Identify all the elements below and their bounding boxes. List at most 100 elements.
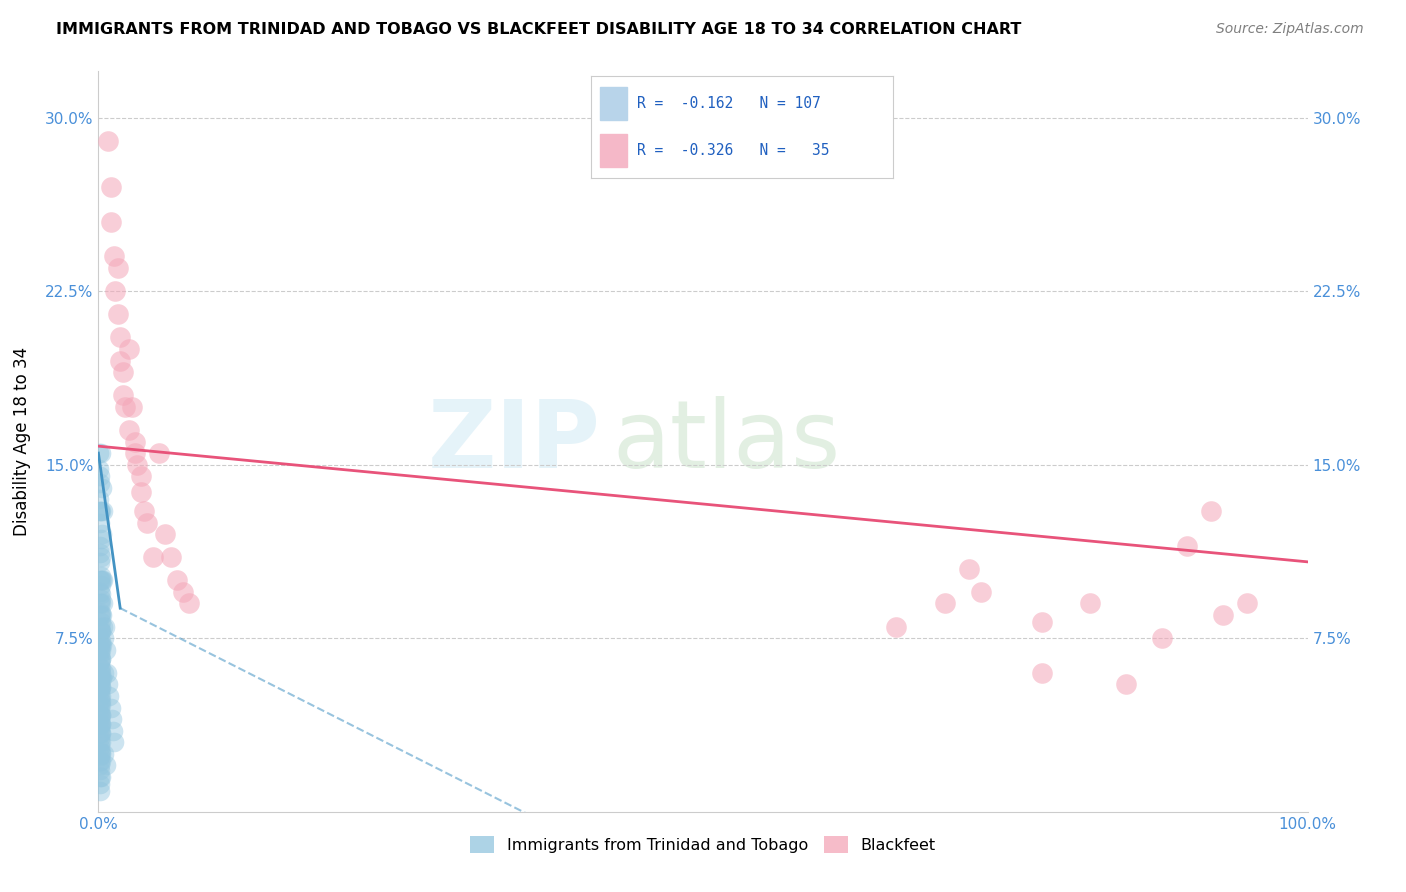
Point: [90, 707, 112, 722]
Point: [970, 585, 993, 599]
Point: [89, 758, 111, 772]
Point: [89, 735, 111, 749]
Point: [89, 638, 111, 652]
Point: [90, 665, 112, 680]
Point: [90, 615, 112, 629]
Point: [91, 504, 114, 518]
Point: [90, 597, 112, 611]
Point: [89, 661, 111, 675]
Point: [103, 250, 125, 264]
Point: [103, 735, 125, 749]
Point: [89, 574, 111, 588]
Point: [90, 689, 112, 703]
Point: [89, 754, 111, 768]
Point: [89, 608, 111, 623]
Point: [90, 606, 112, 620]
Point: [90, 735, 112, 749]
Point: [89, 492, 111, 507]
Point: [90, 591, 112, 606]
Point: [89, 739, 111, 754]
Point: [90, 661, 112, 675]
Point: [90, 587, 112, 601]
Point: [91, 619, 114, 633]
Point: [89, 671, 111, 685]
Point: [111, 365, 134, 379]
Text: Source: ZipAtlas.com: Source: ZipAtlas.com: [1216, 22, 1364, 37]
Point: [89, 763, 111, 777]
Point: [94, 758, 117, 772]
Point: [90, 747, 112, 761]
Point: [89, 665, 111, 680]
Point: [160, 550, 183, 565]
Text: IMMIGRANTS FROM TRINIDAD AND TOBAGO VS BLACKFEET DISABILITY AGE 18 TO 34 CORRELA: IMMIGRANTS FROM TRINIDAD AND TOBAGO VS B…: [56, 22, 1022, 37]
Point: [90, 578, 112, 592]
Point: [89, 555, 111, 569]
Bar: [599, 87, 627, 120]
Point: [1031, 665, 1053, 680]
Point: [107, 307, 129, 321]
Point: [114, 400, 136, 414]
Point: [89, 722, 111, 736]
Point: [91, 608, 114, 623]
Point: [90, 504, 112, 518]
Point: [91, 638, 114, 652]
Point: [89, 642, 111, 657]
Point: [90, 694, 112, 708]
Point: [89, 749, 111, 764]
Point: [89, 446, 111, 460]
Point: [93, 665, 115, 680]
Point: [89, 631, 111, 645]
Point: [1175, 539, 1198, 553]
Point: [90, 698, 112, 713]
Point: [94, 642, 117, 657]
Point: [90, 716, 112, 731]
Point: [94, 619, 117, 633]
Point: [89, 726, 111, 740]
Point: [90, 574, 112, 588]
Point: [934, 597, 956, 611]
Point: [89, 777, 111, 791]
Point: [90, 754, 112, 768]
Point: [90, 638, 112, 652]
Point: [89, 707, 111, 722]
Point: [90, 770, 112, 784]
Point: [166, 574, 188, 588]
Point: [89, 712, 111, 726]
Point: [89, 675, 111, 690]
Point: [91, 574, 114, 588]
Point: [90, 642, 112, 657]
Point: [172, 585, 194, 599]
Point: [89, 648, 111, 662]
Point: [108, 353, 131, 368]
Point: [90, 446, 112, 460]
Point: [101, 723, 124, 738]
Point: [89, 504, 111, 518]
Point: [89, 462, 111, 476]
Point: [90, 624, 112, 639]
Point: [121, 400, 143, 414]
Point: [118, 423, 141, 437]
Point: [90, 633, 112, 648]
Point: [89, 545, 111, 560]
Point: [1115, 677, 1137, 691]
Y-axis label: Disability Age 18 to 34: Disability Age 18 to 34: [13, 347, 31, 536]
Point: [107, 260, 129, 275]
Point: [91, 527, 114, 541]
Point: [108, 330, 131, 344]
Point: [89, 731, 111, 745]
Point: [153, 527, 176, 541]
Point: [129, 469, 152, 483]
Point: [89, 654, 111, 668]
Point: [100, 215, 122, 229]
Point: [118, 342, 141, 356]
Point: [93, 631, 115, 645]
Point: [957, 562, 980, 576]
Point: [89, 716, 111, 731]
Point: [89, 597, 111, 611]
Point: [90, 550, 112, 565]
Point: [135, 516, 157, 530]
Point: [91, 574, 114, 588]
Point: [100, 712, 122, 726]
Point: [100, 700, 122, 714]
Point: [1212, 608, 1234, 623]
